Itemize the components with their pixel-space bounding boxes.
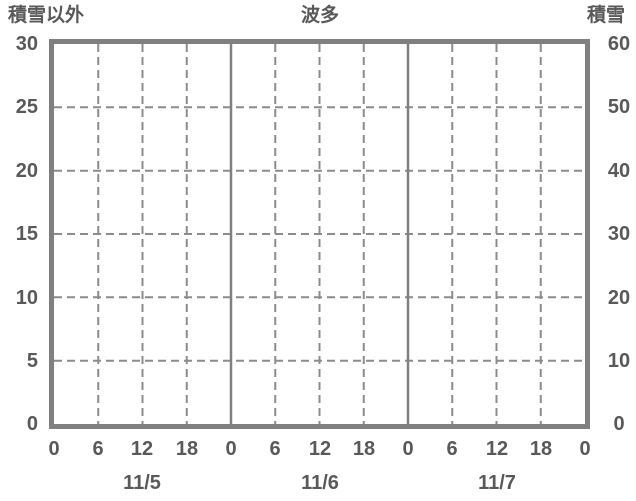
x-axis-hour-tick: 0 [579,438,591,460]
vertical-day-boundary-gridlines [229,44,410,424]
left-axis-tick: 25 [15,96,38,118]
left-axis-title: 積雪以外 [8,5,85,26]
x-axis-date-label: 11/6 [301,472,339,494]
x-axis-hour-tick: 6 [446,438,458,460]
left-axis-tick: 15 [15,223,38,245]
right-axis-tick: 0 [613,413,625,435]
plot-gridlines [54,44,585,424]
right-axis-tick: 40 [607,160,631,182]
x-axis-hour-tick: 0 [48,438,60,460]
x-axis-hour-tick: 12 [308,438,332,460]
plot-area [49,39,590,429]
x-axis-hour-tick: 18 [529,438,553,460]
x-axis-hour-tick: 12 [485,438,509,460]
x-axis-date-label: 11/7 [478,472,516,494]
x-axis-hour-tick: 0 [225,438,237,460]
left-axis-tick: 5 [26,350,38,372]
right-axis-tick: 30 [607,223,631,245]
x-axis-hour-tick: 12 [130,438,154,460]
x-axis-hour-tick: 18 [352,438,376,460]
x-axis-hour-tick: 18 [175,438,199,460]
right-axis-tick: 10 [607,350,631,372]
left-axis-tick: 0 [26,413,38,435]
right-axis-tick: 20 [607,287,631,309]
x-axis-hour-tick: 6 [269,438,281,460]
chart-title: 波多 [300,5,340,26]
left-axis-tick: 20 [15,160,38,182]
right-axis-tick: 60 [607,33,631,55]
x-axis-date-label: 11/5 [123,472,161,494]
x-axis-hour-tick: 0 [402,438,414,460]
right-axis-tick: 50 [607,96,631,118]
vertical-hour-gridlines [97,44,542,424]
right-axis-title: 積雪 [587,5,626,26]
left-axis-tick: 10 [15,287,38,309]
x-axis-hour-tick: 6 [92,438,104,460]
left-axis-tick: 30 [15,33,38,55]
